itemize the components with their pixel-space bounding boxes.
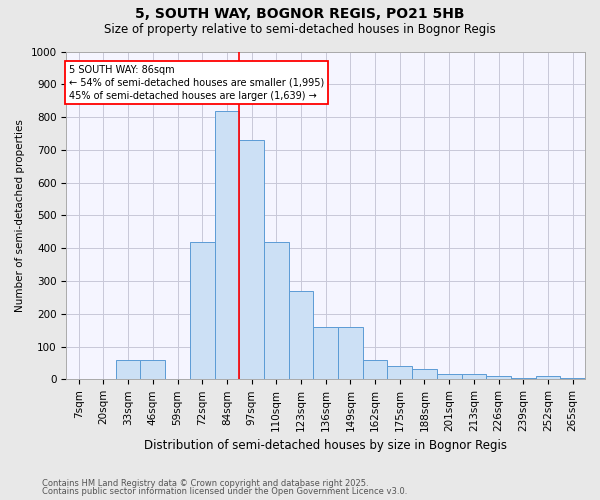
Bar [511,378,536,380]
X-axis label: Distribution of semi-detached houses by size in Bognor Regis: Distribution of semi-detached houses by … [144,440,507,452]
Bar [560,378,585,380]
Y-axis label: Number of semi-detached properties: Number of semi-detached properties [15,119,25,312]
Bar [165,378,190,380]
Bar [116,360,140,380]
Bar [338,327,363,380]
Bar [536,376,560,380]
Bar [461,374,486,380]
Text: 5 SOUTH WAY: 86sqm
← 54% of semi-detached houses are smaller (1,995)
45% of semi: 5 SOUTH WAY: 86sqm ← 54% of semi-detache… [69,64,324,101]
Bar [215,110,239,380]
Bar [140,360,165,380]
Bar [190,242,215,380]
Bar [289,291,313,380]
Bar [67,378,91,380]
Bar [388,366,412,380]
Bar [91,378,116,380]
Bar [437,374,461,380]
Bar [239,140,264,380]
Bar [412,370,437,380]
Bar [486,376,511,380]
Bar [264,242,289,380]
Text: Size of property relative to semi-detached houses in Bognor Regis: Size of property relative to semi-detach… [104,22,496,36]
Text: Contains HM Land Registry data © Crown copyright and database right 2025.: Contains HM Land Registry data © Crown c… [42,478,368,488]
Text: 5, SOUTH WAY, BOGNOR REGIS, PO21 5HB: 5, SOUTH WAY, BOGNOR REGIS, PO21 5HB [135,8,465,22]
Text: Contains public sector information licensed under the Open Government Licence v3: Contains public sector information licen… [42,487,407,496]
Bar [363,360,388,380]
Bar [313,327,338,380]
